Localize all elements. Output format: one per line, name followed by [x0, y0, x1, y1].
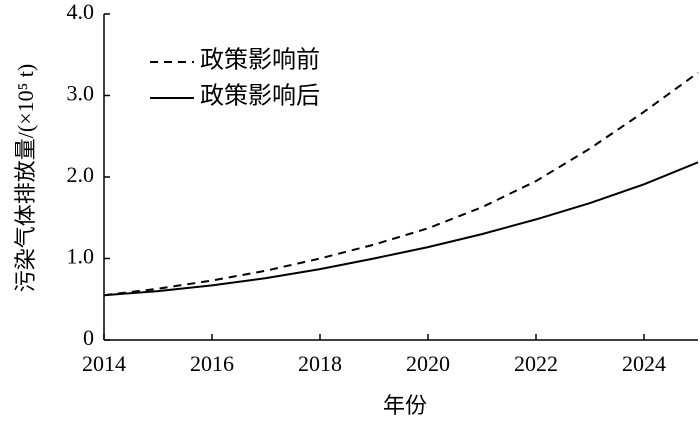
y-axis-label: 污染气体排放量/(×10⁵ t): [13, 64, 38, 292]
x-tick-label: 2020: [406, 351, 450, 376]
legend-label: 政策影响后: [200, 83, 320, 110]
x-axis-label: 年份: [383, 393, 427, 418]
x-tick-label: 2014: [82, 351, 126, 376]
y-tick-label: 4.0: [67, 0, 95, 24]
series-line: [103, 71, 699, 297]
y-tick-label: 2.0: [67, 162, 95, 187]
legend-label: 政策影响前: [200, 47, 320, 74]
series-line: [103, 161, 699, 297]
x-tick-label: 2022: [514, 351, 558, 376]
x-tick-label: 2016: [190, 351, 234, 376]
x-tick-label: 2024: [622, 351, 666, 376]
y-tick-label: 3.0: [67, 81, 95, 106]
x-tick-label: 2018: [298, 351, 342, 376]
y-tick-label: 1.0: [67, 244, 95, 269]
y-tick-label: 0: [83, 325, 94, 350]
